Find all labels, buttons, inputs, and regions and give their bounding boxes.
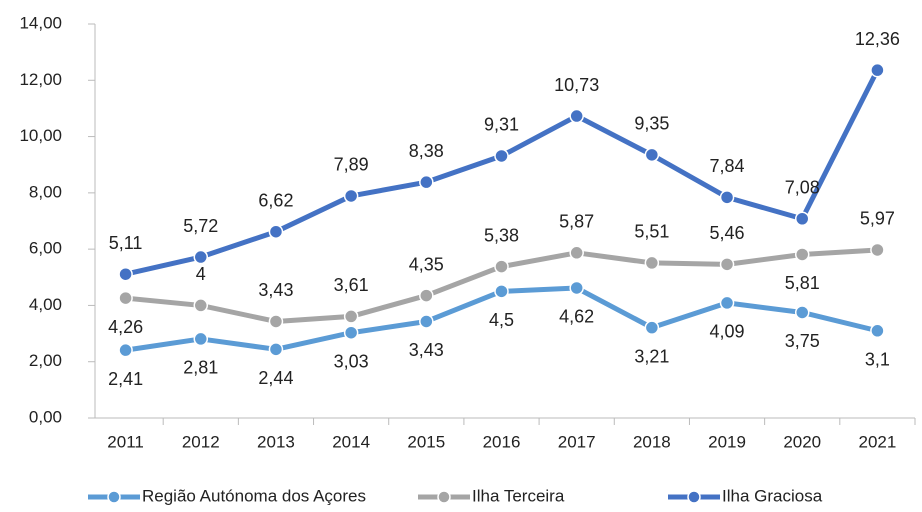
data-point xyxy=(118,342,133,358)
y-tick-label: 8,00 xyxy=(29,182,62,201)
data-label: 8,38 xyxy=(409,141,444,161)
data-point xyxy=(719,190,735,205)
data-point xyxy=(719,295,735,311)
data-label: 7,89 xyxy=(334,155,369,175)
data-label: 3,43 xyxy=(409,340,444,360)
data-point xyxy=(268,314,284,329)
x-tick-label: 2011 xyxy=(107,432,144,451)
data-point xyxy=(193,249,209,265)
data-point xyxy=(870,323,885,339)
data-label: 5,87 xyxy=(559,212,594,232)
data-point xyxy=(794,211,810,226)
data-label: 5,46 xyxy=(710,223,745,243)
x-tick-label: 2018 xyxy=(633,432,671,451)
data-label: 5,97 xyxy=(860,209,895,229)
data-label: 9,35 xyxy=(634,114,669,134)
data-label: 3,75 xyxy=(785,331,820,351)
data-label: 3,1 xyxy=(865,350,890,370)
data-point xyxy=(644,320,660,335)
data-label: 2,81 xyxy=(183,358,218,378)
data-point xyxy=(569,108,584,124)
data-label: 5,72 xyxy=(183,216,218,236)
data-label: 6,62 xyxy=(258,190,293,210)
data-point xyxy=(343,309,359,324)
y-tick-label: 2,00 xyxy=(29,351,62,370)
data-point xyxy=(118,266,133,282)
x-tick-label: 2012 xyxy=(182,432,220,451)
data-point xyxy=(419,174,434,190)
data-point xyxy=(870,62,885,78)
y-tick-label: 14,00 xyxy=(19,13,62,32)
data-label: 9,31 xyxy=(484,115,519,135)
data-label: 5,81 xyxy=(785,273,820,293)
x-tick-label: 2020 xyxy=(783,432,821,451)
x-tick-label: 2013 xyxy=(257,432,295,451)
y-tick-label: 12,00 xyxy=(19,70,62,89)
x-tick-label: 2014 xyxy=(332,432,370,451)
data-label: 4,35 xyxy=(409,254,444,274)
data-label: 5,38 xyxy=(484,225,519,245)
x-tick-label: 2016 xyxy=(483,432,521,451)
data-label: 7,08 xyxy=(785,177,820,197)
data-point xyxy=(343,325,359,340)
legend-marker xyxy=(107,490,121,504)
x-tick-label: 2021 xyxy=(858,432,896,451)
x-tick-label: 2015 xyxy=(407,432,445,451)
legend-label: Ilha Terceira xyxy=(472,486,565,505)
data-point xyxy=(118,290,133,306)
legend-label: Região Autónoma dos Açores xyxy=(142,486,366,505)
y-tick-label: 0,00 xyxy=(29,407,62,426)
data-point xyxy=(569,280,584,296)
data-point xyxy=(644,147,660,163)
y-tick-label: 4,00 xyxy=(29,295,62,314)
legend-marker xyxy=(687,490,701,504)
data-point xyxy=(494,284,509,299)
data-point xyxy=(419,288,434,303)
data-label: 3,03 xyxy=(334,351,369,371)
data-point xyxy=(193,331,209,347)
data-point xyxy=(419,314,434,329)
data-label: 3,43 xyxy=(258,280,293,300)
data-label: 5,11 xyxy=(109,233,143,253)
data-label: 12,36 xyxy=(855,29,900,49)
data-label: 4 xyxy=(196,264,206,284)
data-point xyxy=(794,305,810,320)
data-label: 10,73 xyxy=(554,75,599,95)
x-tick-label: 2017 xyxy=(558,432,596,451)
data-point xyxy=(644,255,660,271)
data-label: 3,21 xyxy=(634,346,669,366)
data-label: 4,5 xyxy=(489,310,514,330)
legend-marker xyxy=(437,490,451,504)
legend-label: Ilha Graciosa xyxy=(722,486,823,505)
data-label: 4,09 xyxy=(710,322,745,342)
data-point xyxy=(870,242,885,258)
data-label: 3,61 xyxy=(334,275,369,295)
data-point xyxy=(268,224,284,239)
data-point xyxy=(569,245,584,261)
data-point xyxy=(719,257,735,272)
x-tick-label: 2019 xyxy=(708,432,746,451)
data-point xyxy=(494,148,509,164)
data-label: 2,41 xyxy=(108,369,143,389)
data-label: 4,62 xyxy=(559,307,594,327)
data-point xyxy=(193,298,209,313)
y-tick-label: 6,00 xyxy=(29,239,62,258)
data-label: 4,26 xyxy=(108,317,143,337)
data-point xyxy=(794,247,810,262)
data-label: 7,84 xyxy=(710,156,745,176)
y-tick-label: 10,00 xyxy=(19,126,62,145)
data-point xyxy=(343,188,359,204)
data-point xyxy=(494,259,509,274)
data-label: 2,44 xyxy=(258,368,293,388)
data-point xyxy=(268,342,284,357)
data-label: 5,51 xyxy=(634,222,669,242)
